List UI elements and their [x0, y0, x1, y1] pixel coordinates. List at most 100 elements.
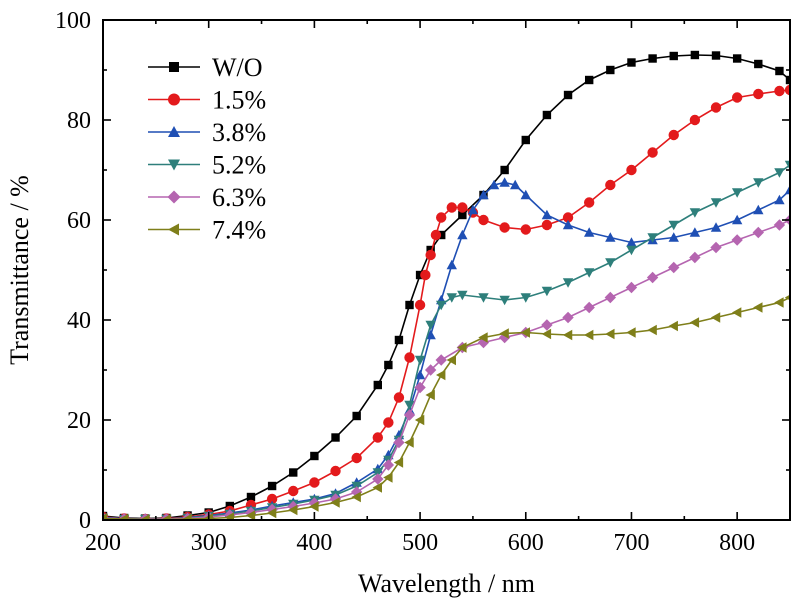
legend-marker — [167, 190, 181, 204]
data-point — [710, 312, 721, 323]
data-point — [420, 269, 431, 281]
data-point — [562, 219, 574, 230]
data-point — [541, 286, 553, 297]
data-point — [689, 251, 701, 264]
data-point — [457, 290, 468, 301]
data-point — [606, 65, 615, 75]
data-point — [414, 414, 425, 426]
data-point — [446, 293, 457, 303]
legend-item: 6.3% — [148, 183, 266, 212]
data-point — [309, 501, 319, 512]
data-point — [604, 291, 617, 304]
data-point — [246, 492, 256, 502]
data-point — [182, 513, 192, 520]
data-point — [266, 493, 278, 505]
legend: W/O 1.5% 3.8% 5.2% 6.3% 7.4% — [148, 53, 266, 245]
series-4 — [103, 160, 790, 520]
y-tick-label: 20 — [67, 408, 91, 434]
data-point — [351, 491, 361, 503]
data-point — [710, 222, 722, 232]
data-point — [710, 198, 722, 208]
x-tick-label: 200 — [85, 530, 121, 556]
data-point — [626, 164, 637, 176]
x-tick-label: 700 — [613, 530, 649, 556]
data-point — [478, 189, 489, 200]
data-point — [404, 437, 414, 448]
data-point — [711, 51, 721, 60]
data-point — [393, 392, 405, 403]
data-point — [626, 245, 637, 256]
data-point — [457, 229, 468, 240]
data-point — [435, 354, 447, 366]
series-layer — [103, 50, 790, 520]
data-point — [562, 329, 573, 341]
data-point — [753, 204, 764, 215]
data-point — [626, 327, 636, 338]
data-point — [446, 259, 457, 270]
data-point — [690, 50, 700, 60]
plot-frame — [102, 19, 791, 521]
data-point — [405, 300, 414, 310]
data-point — [605, 232, 616, 242]
data-point — [563, 90, 573, 100]
data-point — [267, 481, 277, 491]
data-point — [774, 194, 785, 205]
data-point — [541, 209, 553, 220]
series-2 — [103, 84, 790, 520]
data-point — [436, 212, 447, 223]
data-point — [430, 229, 442, 241]
data-point — [394, 335, 404, 345]
data-point — [774, 168, 785, 178]
data-point — [383, 417, 394, 428]
data-point — [646, 271, 659, 284]
legend-marker — [168, 159, 180, 171]
data-point — [583, 197, 595, 208]
data-point — [627, 58, 636, 67]
data-point — [330, 465, 341, 477]
data-point — [731, 307, 742, 318]
x-tick-label: 300 — [191, 530, 227, 556]
legend-item: 7.4% — [148, 216, 266, 245]
data-point — [521, 135, 530, 145]
data-point — [784, 84, 790, 96]
data-point — [710, 102, 722, 113]
data-point — [731, 214, 743, 225]
data-point — [414, 355, 426, 366]
data-point — [689, 317, 700, 328]
data-point — [330, 497, 340, 508]
data-point — [542, 110, 552, 120]
data-point — [520, 189, 531, 200]
series-line — [103, 89, 790, 520]
data-point — [467, 204, 479, 215]
series-line — [103, 219, 790, 520]
data-point — [499, 295, 510, 306]
data-point — [520, 224, 531, 235]
data-point — [436, 369, 446, 381]
data-point — [437, 230, 446, 240]
x-axis-title: Wavelength / nm — [358, 569, 535, 598]
data-point — [372, 473, 384, 485]
data-point — [372, 432, 383, 443]
data-point — [224, 512, 235, 520]
legend-marker — [168, 126, 180, 137]
data-point — [424, 364, 437, 376]
legend-label: 6.3% — [212, 183, 266, 212]
data-point — [520, 293, 531, 303]
data-point — [626, 237, 637, 247]
data-point — [373, 380, 382, 390]
data-point — [541, 319, 553, 331]
data-point — [562, 311, 574, 324]
y-axis-title: Transmittance / % — [5, 175, 34, 365]
data-point — [500, 165, 509, 175]
data-point — [457, 342, 467, 353]
data-point — [415, 270, 425, 280]
data-point — [562, 212, 574, 223]
data-point — [731, 92, 743, 103]
data-point — [605, 179, 616, 191]
data-point — [393, 436, 405, 449]
data-point — [310, 451, 319, 461]
series-5 — [103, 214, 790, 520]
data-point — [288, 485, 299, 497]
data-point — [478, 214, 489, 226]
data-point — [668, 129, 679, 141]
